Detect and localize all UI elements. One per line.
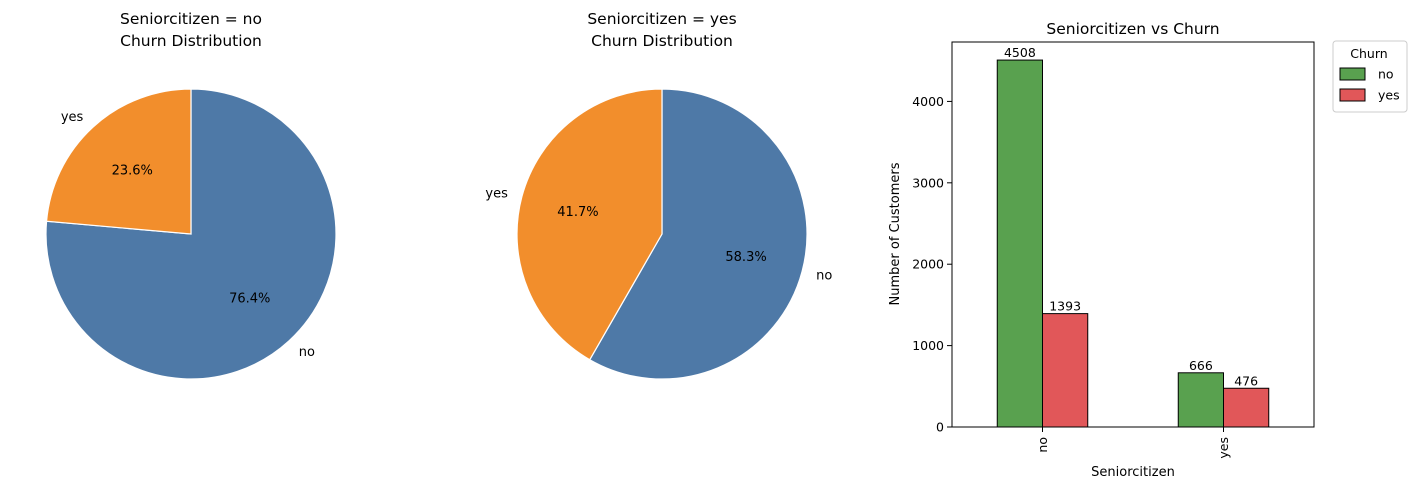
bar-value-no-no: 4508 <box>1004 45 1036 60</box>
pie2-pct-no: 58.3% <box>725 250 766 265</box>
bar-yes-no <box>1177 372 1224 428</box>
bar-value-yes-no: 666 <box>1189 358 1213 373</box>
bar-chart-senior-vs-churn: Seniorcitizen vs Churn 4508 1393 666 476 0 1… <box>888 20 1408 480</box>
bar-title: Seniorcitizen vs Churn <box>1046 20 1219 38</box>
bar-axes-frame <box>951 41 1315 428</box>
bar-value-yes-yes: 476 <box>1234 373 1258 388</box>
legend-label-no: no <box>1378 67 1394 82</box>
pie2-pct-yes: 41.7% <box>557 205 598 220</box>
ytick-label-1000: 1000 <box>912 338 944 353</box>
legend-title: Churn <box>1350 46 1387 61</box>
ytick-label-4000: 4000 <box>912 94 944 109</box>
bar-value-no-yes: 1393 <box>1049 299 1081 314</box>
pie1-title-line1: Seniorcitizen = no <box>120 10 262 28</box>
ytick-label-0: 0 <box>936 420 944 435</box>
bar-yes-yes <box>1223 387 1270 428</box>
pie1-slice-yes <box>45 88 192 235</box>
ytick-label-3000: 3000 <box>912 175 944 190</box>
pie-chart-senior-no: Seniorcitizen = no Churn Distribution 76… <box>45 10 337 380</box>
pie2-slice-yes <box>516 88 663 361</box>
pie-chart-senior-yes: Seniorcitizen = yes Churn Distribution 5… <box>485 10 832 380</box>
pie2-title-line1: Seniorcitizen = yes <box>587 10 736 28</box>
ytick-label-2000: 2000 <box>912 257 944 272</box>
pie2-label-yes: yes <box>485 186 508 201</box>
bar-xlabel: Seniorcitizen <box>1091 465 1175 480</box>
legend: Churn no yes <box>1332 40 1408 113</box>
bar-no-no <box>996 59 1043 428</box>
bar-ylabel: Number of Customers <box>888 162 903 305</box>
bar-no-yes <box>1042 313 1089 428</box>
pie2-title-line2: Churn Distribution <box>591 32 733 50</box>
xtick-label-no: no <box>1035 437 1050 453</box>
pie1-pct-yes: 23.6% <box>112 163 153 178</box>
legend-label-yes: yes <box>1378 88 1400 103</box>
pie2-label-no: no <box>816 269 832 284</box>
legend-swatch-yes <box>1339 88 1366 102</box>
legend-swatch-no <box>1339 67 1366 81</box>
pie1-label-yes: yes <box>61 110 84 125</box>
pie2-slice-no <box>588 88 808 380</box>
pie1-pct-no: 76.4% <box>229 292 270 307</box>
pie1-title-line2: Churn Distribution <box>120 32 262 50</box>
pie1-label-no: no <box>299 345 315 360</box>
xtick-label-yes: yes <box>1216 437 1231 459</box>
